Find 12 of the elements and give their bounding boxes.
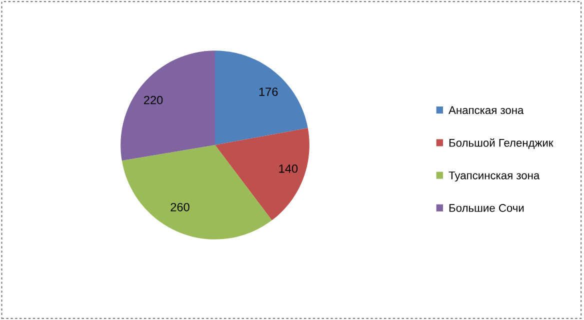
pie-slice xyxy=(215,50,308,145)
legend-label: Анапская зона xyxy=(448,106,524,114)
data-label: 220 xyxy=(144,96,163,104)
legend-label: Большие Сочи xyxy=(449,204,524,212)
data-label: 176 xyxy=(259,88,278,96)
data-label: 140 xyxy=(279,164,298,173)
pie-slice xyxy=(120,50,215,161)
pie-slice xyxy=(215,128,310,220)
legend-label: Туапсинская зона xyxy=(448,172,540,182)
data-label: 260 xyxy=(170,202,190,212)
legend-label: Большой Геленджик xyxy=(449,138,554,149)
pie-slice xyxy=(122,145,272,240)
